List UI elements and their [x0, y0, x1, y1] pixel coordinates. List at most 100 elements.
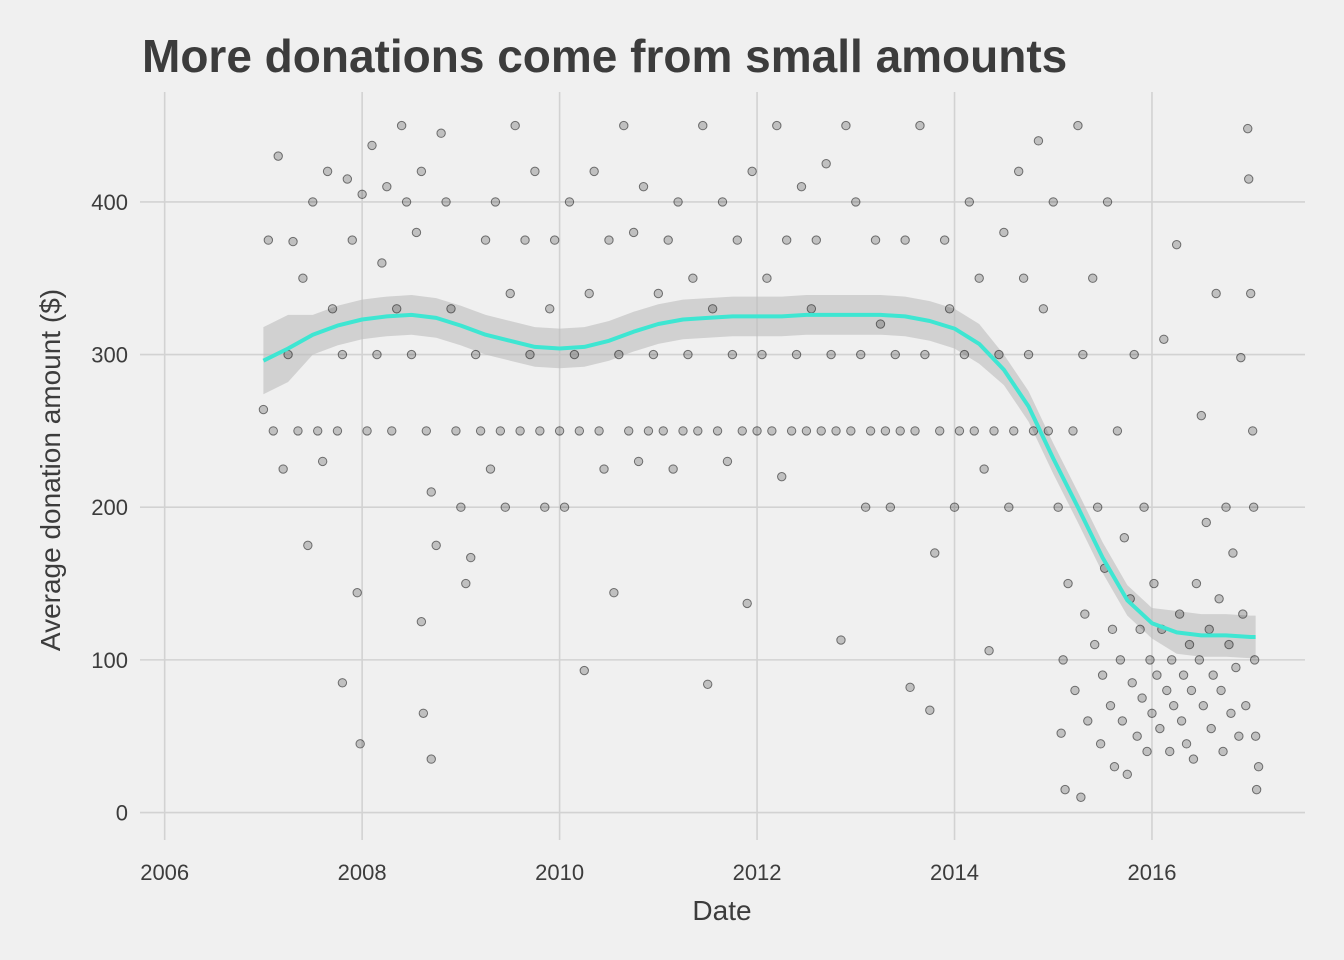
scatter-point — [915, 120, 925, 131]
scatter-point — [564, 197, 575, 207]
scatter-point — [421, 426, 432, 436]
grid — [140, 92, 1305, 840]
scatter-point — [1188, 754, 1199, 764]
scatter-point — [1145, 655, 1155, 665]
scatter-point — [1009, 426, 1019, 436]
scatter-point — [1247, 426, 1258, 436]
scatter-point — [347, 235, 357, 245]
scatter-point — [505, 288, 515, 299]
scatter-point — [569, 349, 580, 360]
scatter-point — [1221, 502, 1231, 512]
scatter-point — [1241, 700, 1251, 711]
scatter-point — [1135, 624, 1145, 635]
scatter-point — [525, 349, 535, 360]
scatter-point — [520, 235, 530, 245]
confidence-band — [263, 295, 1256, 659]
scatter-point — [515, 426, 525, 436]
scatter-point — [702, 679, 713, 689]
scatter-point — [1127, 678, 1137, 688]
scatter-point — [298, 273, 308, 283]
scatter-point — [1236, 352, 1246, 363]
scatter-point — [781, 235, 792, 245]
scatter-point — [737, 426, 747, 436]
scatter-point — [1178, 670, 1189, 680]
scatter-point — [554, 426, 565, 436]
scatter-point — [836, 635, 846, 645]
scatter-point — [979, 464, 989, 474]
scatter-point — [930, 548, 940, 558]
scatter-point — [954, 426, 965, 436]
scatter-point — [451, 426, 461, 436]
scatter-point — [1095, 739, 1106, 749]
scatter-point — [584, 288, 594, 299]
x-tick-label: 2008 — [338, 860, 387, 885]
scatter-point — [851, 197, 861, 207]
confidence-band-area — [263, 295, 1256, 659]
y-tick-label: 100 — [91, 648, 128, 673]
scatter-point — [470, 349, 481, 360]
scatter-point — [352, 588, 362, 598]
y-tick-label: 0 — [116, 801, 128, 826]
scatter-point — [1249, 655, 1260, 665]
scatter-point — [574, 426, 585, 436]
smooth-trend-line — [262, 312, 1256, 639]
scatter-point — [357, 189, 367, 199]
scatter-point — [653, 288, 664, 299]
scatter-point — [1174, 609, 1185, 619]
scatter-point — [367, 140, 377, 151]
scatter-point — [1092, 502, 1103, 512]
scatter-point — [762, 273, 772, 283]
scatter-point — [663, 235, 673, 245]
scatter-point — [406, 349, 417, 360]
scatter-point — [1080, 609, 1090, 619]
scatter-point — [1112, 426, 1123, 436]
y-tick-label: 300 — [91, 343, 128, 368]
scatter-point — [490, 197, 501, 207]
scatter-point — [806, 304, 817, 314]
scatter-point — [1023, 349, 1034, 360]
y-tick-labels: 0 100 200 300 400 — [91, 190, 128, 826]
scatter-point — [313, 426, 323, 436]
x-tick-label: 2012 — [733, 860, 782, 885]
scatter-point — [846, 426, 856, 436]
scatter-point — [786, 426, 797, 436]
y-axis-title: Average donation amount ($) — [35, 289, 66, 651]
scatter-point — [495, 426, 506, 436]
scatter-point — [994, 349, 1004, 360]
scatter-point — [1102, 197, 1113, 207]
x-tick-label: 2006 — [140, 860, 189, 885]
scatter-point — [989, 426, 999, 436]
scatter-point — [624, 426, 634, 436]
scatter-point — [880, 426, 891, 436]
scatter-point — [959, 349, 970, 360]
scatter-point — [841, 120, 851, 131]
scatter-point — [900, 235, 910, 245]
scatter-point — [387, 426, 397, 436]
scatter-point — [530, 166, 540, 177]
x-tick-label: 2010 — [535, 860, 584, 885]
scatter-point — [1196, 410, 1207, 421]
scatter-point — [332, 426, 343, 436]
scatter-point — [396, 120, 407, 131]
scatter-point — [712, 426, 723, 436]
scatter-point — [559, 502, 570, 512]
scatter-point — [742, 598, 752, 609]
scatter-point — [1204, 624, 1214, 635]
scatter-point — [258, 404, 269, 415]
scatter-point — [377, 258, 387, 268]
scatter-point — [939, 235, 950, 245]
scatter-point — [964, 197, 975, 207]
scatter-point — [1105, 700, 1116, 711]
scatter-point — [658, 426, 668, 436]
scatter-point — [1253, 762, 1264, 772]
scatter-point — [1056, 728, 1066, 738]
scatter-point — [648, 349, 659, 360]
scatter-point — [431, 540, 441, 551]
scatter-point — [317, 456, 328, 467]
scatter-point — [895, 426, 905, 436]
scatter-point — [767, 426, 777, 436]
scatter-point — [540, 502, 550, 512]
scatter-point — [614, 349, 624, 360]
x-tick-label: 2014 — [930, 860, 979, 885]
